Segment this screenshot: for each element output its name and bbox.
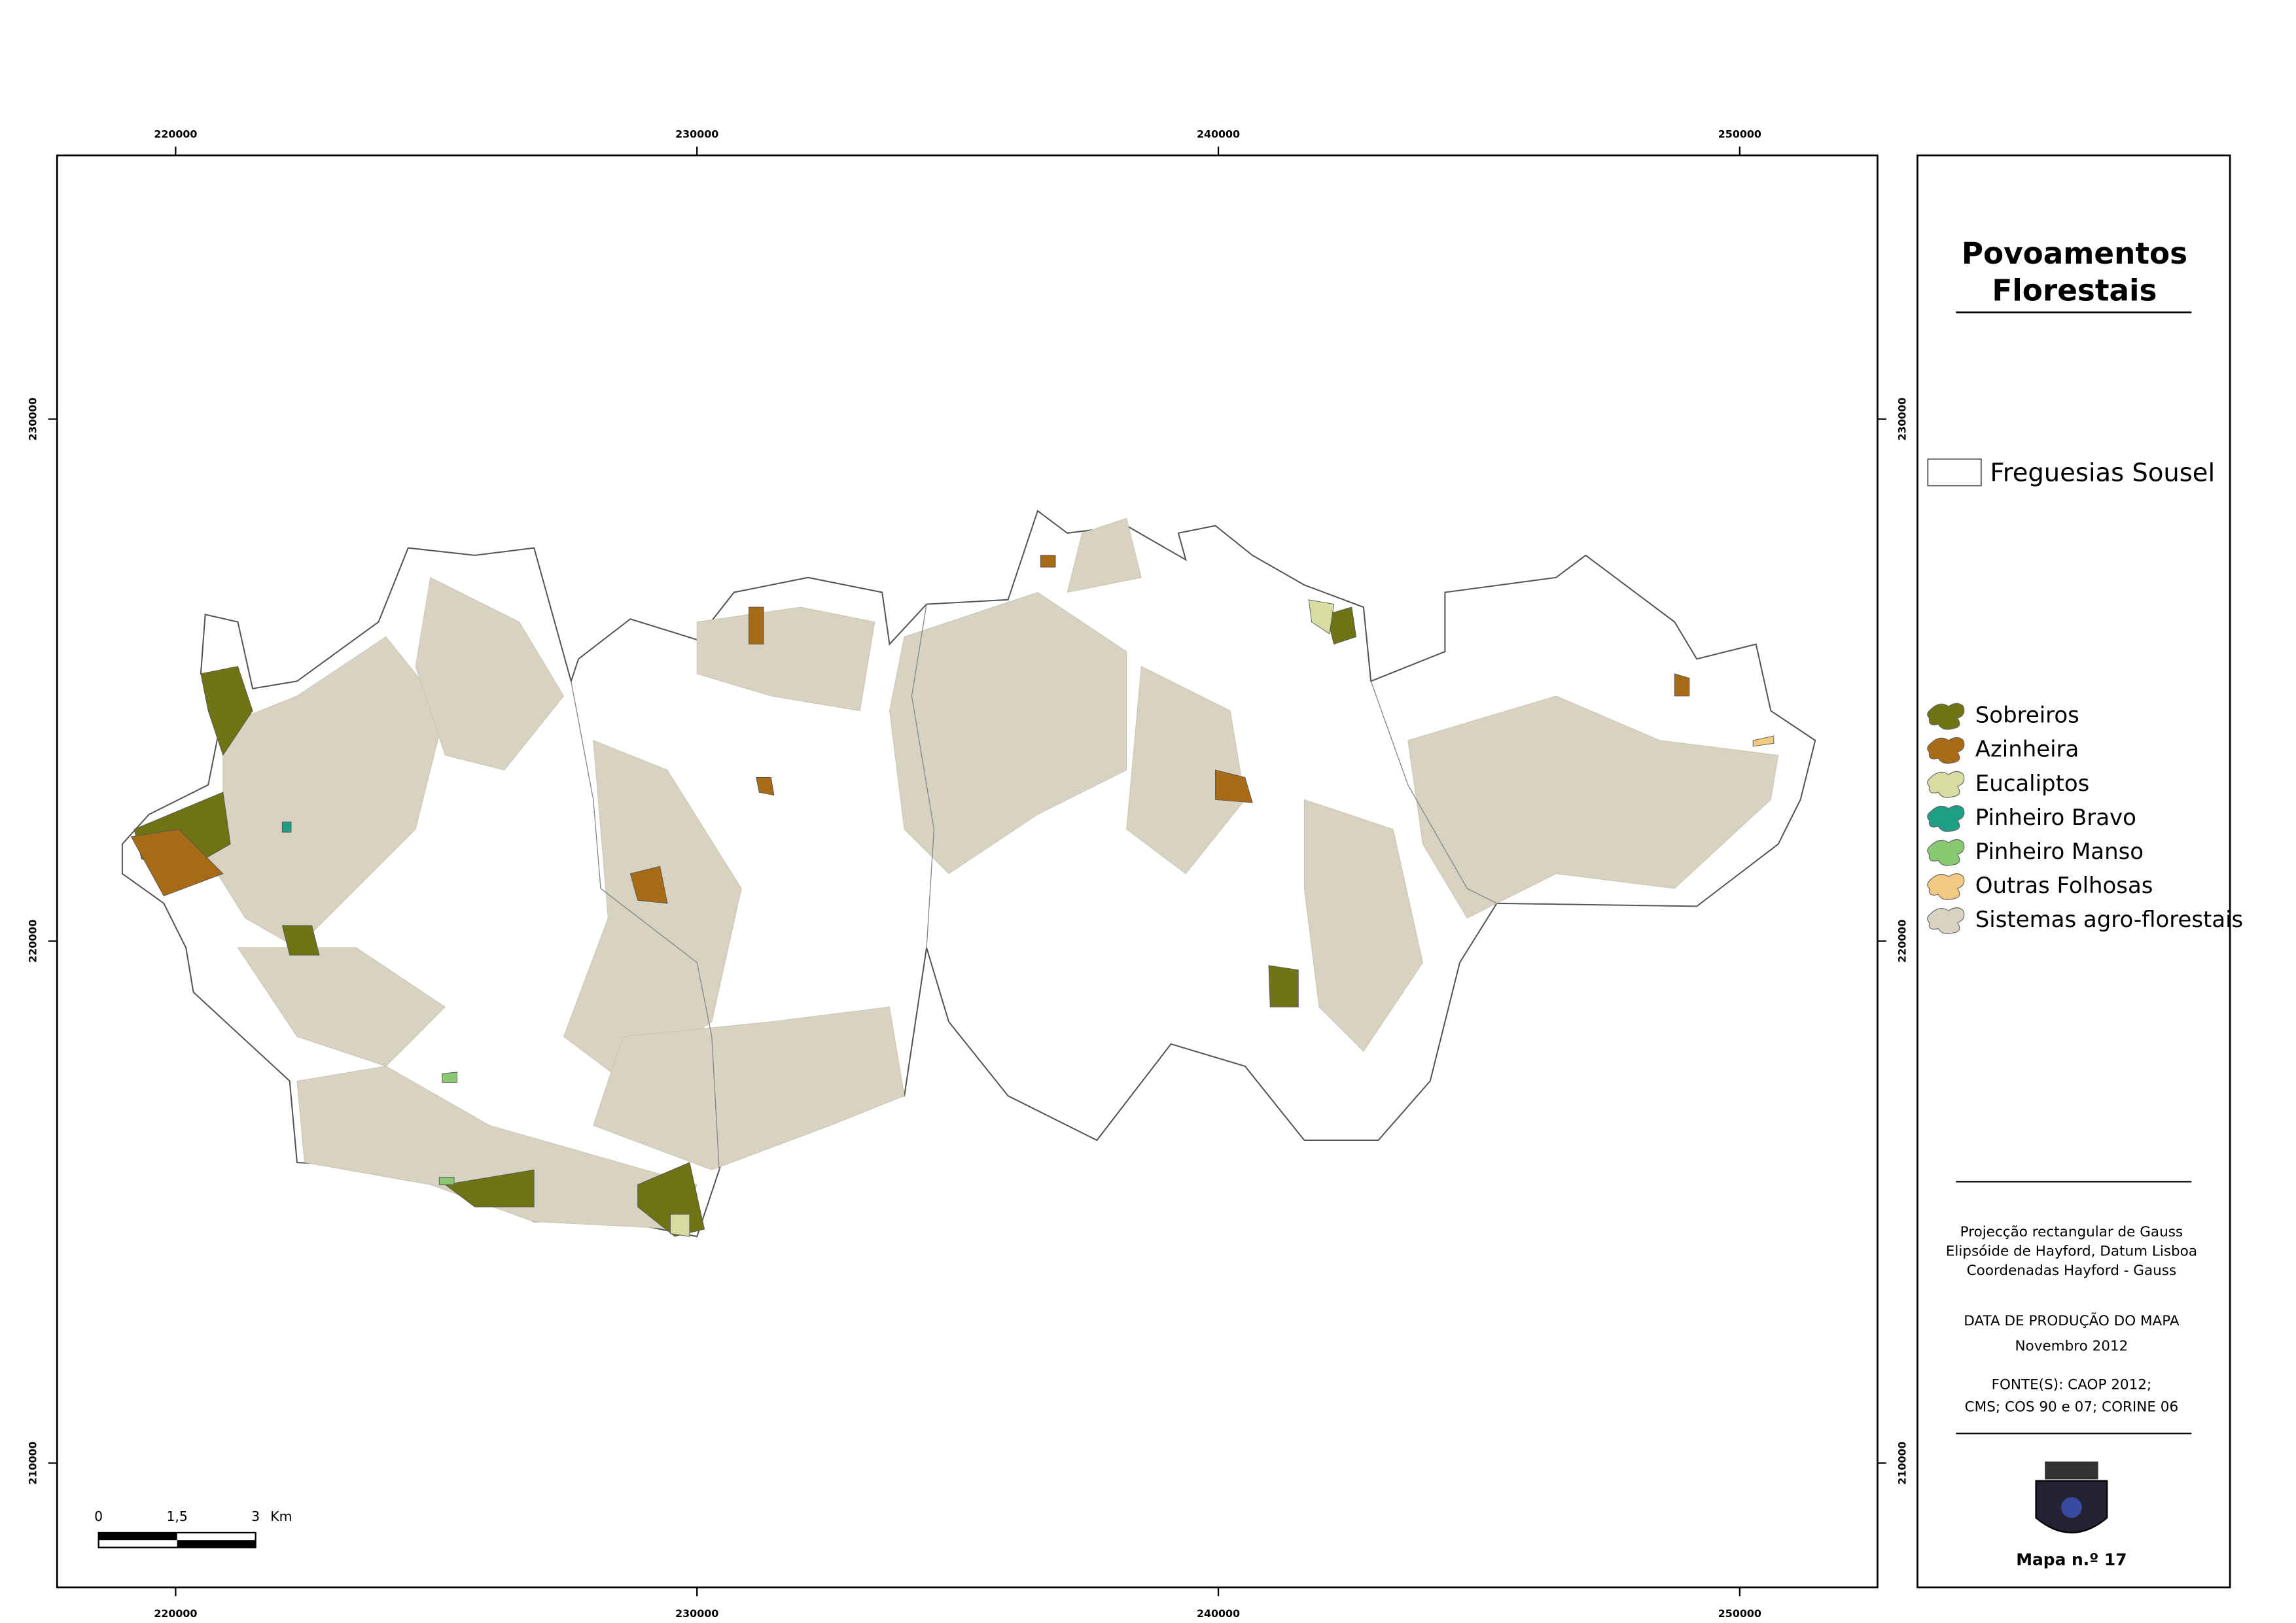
northing-label: 220000 bbox=[1896, 920, 1908, 963]
municipal-logo bbox=[2035, 1461, 2108, 1534]
legend-swatch bbox=[1927, 805, 1965, 832]
note: Novembro 2012 bbox=[2015, 1338, 2128, 1354]
agro-area bbox=[696, 606, 875, 712]
easting-label: 220000 bbox=[154, 128, 197, 141]
scale-bar-segment bbox=[177, 1540, 256, 1548]
scale-label: 1,5 bbox=[166, 1509, 187, 1524]
scale-bar bbox=[97, 1531, 256, 1548]
logo-crown bbox=[2045, 1461, 2098, 1480]
patch bbox=[1674, 673, 1690, 697]
note: Elipsóide de Hayford, Datum Lisboa bbox=[1946, 1244, 2197, 1260]
legend-label: Sistemas agro-florestais bbox=[1975, 907, 2243, 933]
map-number: Mapa n.º 17 bbox=[2016, 1550, 2127, 1569]
patch bbox=[748, 606, 764, 645]
legend-title: Povoamentos bbox=[1962, 236, 2187, 271]
northing-label: 210000 bbox=[1896, 1441, 1908, 1484]
easting-label: 250000 bbox=[1718, 1607, 1761, 1620]
parish-boundary bbox=[911, 604, 935, 948]
northing-label: 230000 bbox=[27, 398, 39, 441]
legend-frame bbox=[1916, 154, 2231, 1589]
legend-swatch bbox=[1927, 839, 1965, 866]
patch bbox=[1752, 735, 1775, 747]
legend-label: Eucaliptos bbox=[1975, 771, 2090, 797]
agro-area bbox=[415, 577, 565, 771]
legend-swatch bbox=[1927, 703, 1965, 730]
boundary-swatch bbox=[1927, 458, 1982, 487]
legend-swatch bbox=[1927, 873, 1965, 900]
easting-label: 220000 bbox=[154, 1607, 197, 1620]
map-area bbox=[121, 510, 1816, 1238]
agro-area bbox=[1407, 695, 1779, 919]
patch bbox=[444, 1169, 535, 1208]
scale-unit: Km bbox=[270, 1509, 292, 1524]
scale-label: 0 bbox=[94, 1509, 103, 1524]
northing-label: 210000 bbox=[27, 1441, 39, 1484]
legend-swatch bbox=[1927, 771, 1965, 798]
patch bbox=[1215, 769, 1253, 803]
legend-label: Pinheiro Manso bbox=[1975, 839, 2144, 865]
easting-label: 230000 bbox=[675, 128, 718, 141]
note: Projecção rectangular de Gauss bbox=[1960, 1224, 2183, 1240]
legend-label: Outras Folhosas bbox=[1975, 873, 2153, 899]
northing-label: 230000 bbox=[1896, 398, 1908, 441]
patch bbox=[200, 666, 253, 756]
northing-label: 220000 bbox=[27, 920, 39, 963]
scale-bar-segment bbox=[98, 1532, 177, 1541]
agroforestry-areas bbox=[207, 517, 1779, 1230]
agro-area bbox=[1067, 517, 1142, 593]
patch bbox=[1268, 965, 1299, 1007]
patch bbox=[1040, 555, 1056, 568]
easting-label: 230000 bbox=[675, 1607, 718, 1620]
patch bbox=[442, 1072, 457, 1083]
scale-label: 3 bbox=[251, 1509, 260, 1524]
patch bbox=[1326, 606, 1357, 645]
legend-label: Pinheiro Bravo bbox=[1975, 805, 2136, 831]
patch bbox=[130, 829, 224, 897]
logo-emblem bbox=[2061, 1497, 2082, 1518]
legend-swatch bbox=[1927, 907, 1965, 934]
note: Coordenadas Hayford - Gauss bbox=[1967, 1263, 2177, 1279]
parish-boundary bbox=[1370, 681, 1497, 904]
agro-area bbox=[889, 591, 1127, 875]
legend-swatch bbox=[1927, 737, 1965, 764]
patch bbox=[281, 925, 320, 956]
easting-label: 250000 bbox=[1718, 128, 1761, 141]
patch bbox=[1308, 599, 1335, 635]
legend-title: Florestais bbox=[1992, 273, 2157, 308]
note: FONTE(S): CAOP 2012; bbox=[1992, 1376, 2152, 1393]
legend-label: Sobreiros bbox=[1975, 703, 2079, 729]
patch bbox=[670, 1213, 690, 1237]
patch bbox=[438, 1177, 455, 1185]
easting-label: 240000 bbox=[1197, 128, 1240, 141]
forest-patches bbox=[130, 555, 1775, 1237]
easting-label: 240000 bbox=[1197, 1607, 1240, 1620]
legend-label: Azinheira bbox=[1975, 737, 2079, 763]
note: CMS; COS 90 e 07; CORINE 06 bbox=[1965, 1399, 2178, 1415]
agro-area bbox=[237, 947, 446, 1067]
note: DATA DE PRODUÇÃO DO MAPA bbox=[1964, 1312, 2180, 1329]
agro-area bbox=[1303, 799, 1423, 1052]
parish-boundary bbox=[571, 681, 720, 1170]
patch bbox=[629, 865, 668, 904]
patch bbox=[281, 821, 292, 833]
agro-area bbox=[593, 1006, 905, 1170]
boundary-label: Freguesias Sousel bbox=[1990, 459, 2215, 488]
agro-area bbox=[1126, 665, 1246, 875]
patch bbox=[756, 777, 775, 796]
